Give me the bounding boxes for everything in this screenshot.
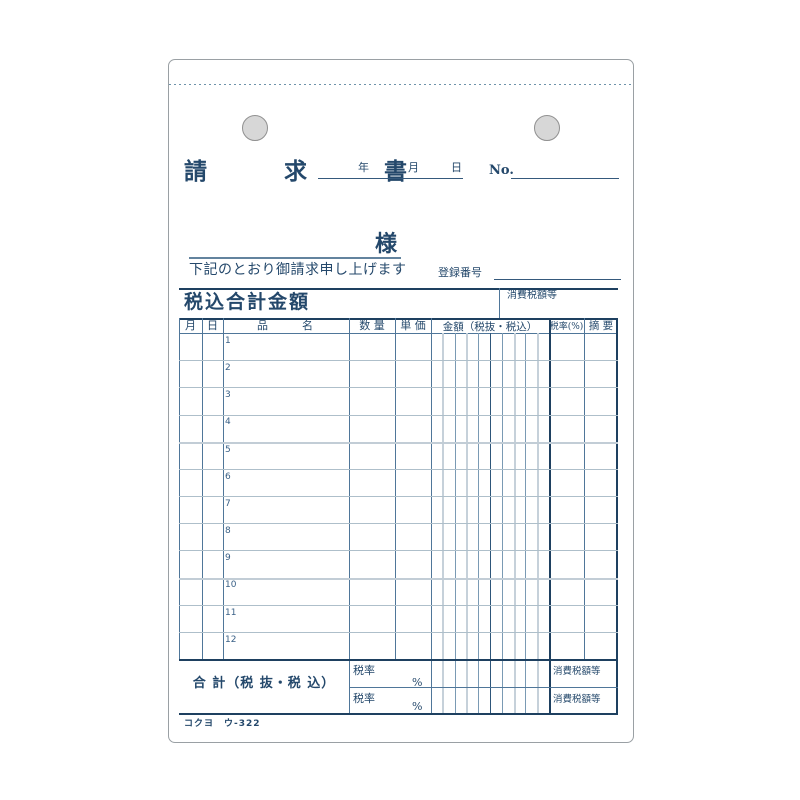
row-number: 4 — [225, 417, 231, 427]
registration-label: 登録番号 — [438, 266, 482, 279]
header-item: 品 — [257, 319, 268, 332]
year-label: 年 — [358, 161, 369, 174]
grid-line-day-item — [223, 318, 224, 659]
header-remarks: 摘 要 — [588, 320, 614, 332]
totals-mid-rule — [349, 687, 618, 688]
grand-total-label: 合 計（税 抜・税 込） — [192, 676, 336, 691]
grid-line-left — [179, 318, 180, 659]
tax-rate-label-2: 税率 — [353, 692, 375, 705]
tax-amount-label-row2: 消費税額等 — [553, 694, 601, 705]
header-tax-rate: 税率(%) — [549, 322, 584, 332]
header-unit-price: 単 価 — [400, 319, 426, 332]
day-label: 日 — [451, 161, 462, 174]
row-line — [179, 469, 618, 470]
perforation-line — [169, 84, 633, 85]
month-label: 月 — [408, 161, 419, 174]
punch-hole-left — [242, 115, 268, 141]
row-line — [179, 605, 618, 606]
table-header-bottom-rule — [179, 333, 618, 334]
header-item-2: 名 — [302, 319, 313, 332]
date-blank-line — [318, 178, 463, 179]
addressee-suffix: 様 — [375, 231, 398, 257]
row-line — [179, 496, 618, 497]
form-title: 請 求 書 — [184, 158, 434, 185]
row-number: 5 — [225, 445, 231, 455]
total-amount-label: 税込合計金額 — [184, 291, 311, 313]
grid-line-taxrate-remarks — [584, 318, 585, 659]
percent-sign-1: % — [412, 676, 423, 689]
header-month: 月 — [185, 319, 196, 332]
totals-bottom-rule — [179, 713, 618, 715]
tax-amount-label-top: 消費税額等 — [507, 290, 557, 301]
grid-line-qty-price — [395, 318, 396, 659]
row-line — [179, 442, 618, 444]
row-line — [179, 550, 618, 551]
tax-amount-label-row1: 消費税額等 — [553, 666, 601, 677]
no-label: No. — [489, 163, 514, 178]
greeting-text: 下記のとおり御請求申し上げます — [189, 262, 407, 278]
addressee-blank-line — [189, 257, 401, 259]
brand-footer: コクヨ ウ-322 — [184, 719, 261, 729]
grid-line-month-day — [202, 318, 203, 659]
no-blank-line — [511, 178, 619, 179]
punch-hole-right — [534, 115, 560, 141]
row-number: 7 — [225, 499, 231, 509]
invoice-sheet: 請 求 書 年 月 日 No. 様 下記のとおり御請求申し上げます 登録番号 税… — [168, 59, 634, 743]
row-number: 6 — [225, 472, 231, 482]
row-number: 11 — [225, 608, 237, 618]
band-divider-line — [499, 288, 500, 318]
row-line — [179, 387, 618, 388]
row-line — [179, 415, 618, 416]
table-header-top-rule — [179, 318, 618, 320]
row-line — [179, 578, 618, 580]
band-top-rule — [179, 288, 618, 290]
grid-line-amount-taxrate — [549, 318, 551, 713]
row-number: 12 — [225, 635, 237, 645]
row-line — [179, 632, 618, 633]
grid-line-right — [616, 318, 618, 713]
tax-rate-label-1: 税率 — [353, 664, 375, 677]
grid-line-price-amount — [431, 318, 432, 713]
header-quantity: 数 量 — [359, 319, 385, 332]
header-amount: 金額（税抜・税込） — [442, 321, 538, 333]
totals-top-rule — [179, 659, 618, 661]
grid-line-item-qty — [349, 318, 350, 713]
row-line — [179, 360, 618, 361]
registration-blank-line — [494, 279, 621, 280]
row-number: 10 — [225, 580, 237, 590]
header-day: 日 — [207, 319, 218, 332]
row-number: 3 — [225, 390, 231, 400]
row-line — [179, 523, 618, 524]
row-number: 1 — [225, 336, 231, 346]
row-number: 8 — [225, 526, 231, 536]
row-number: 2 — [225, 363, 231, 373]
row-number: 9 — [225, 553, 231, 563]
percent-sign-2: % — [412, 700, 423, 713]
